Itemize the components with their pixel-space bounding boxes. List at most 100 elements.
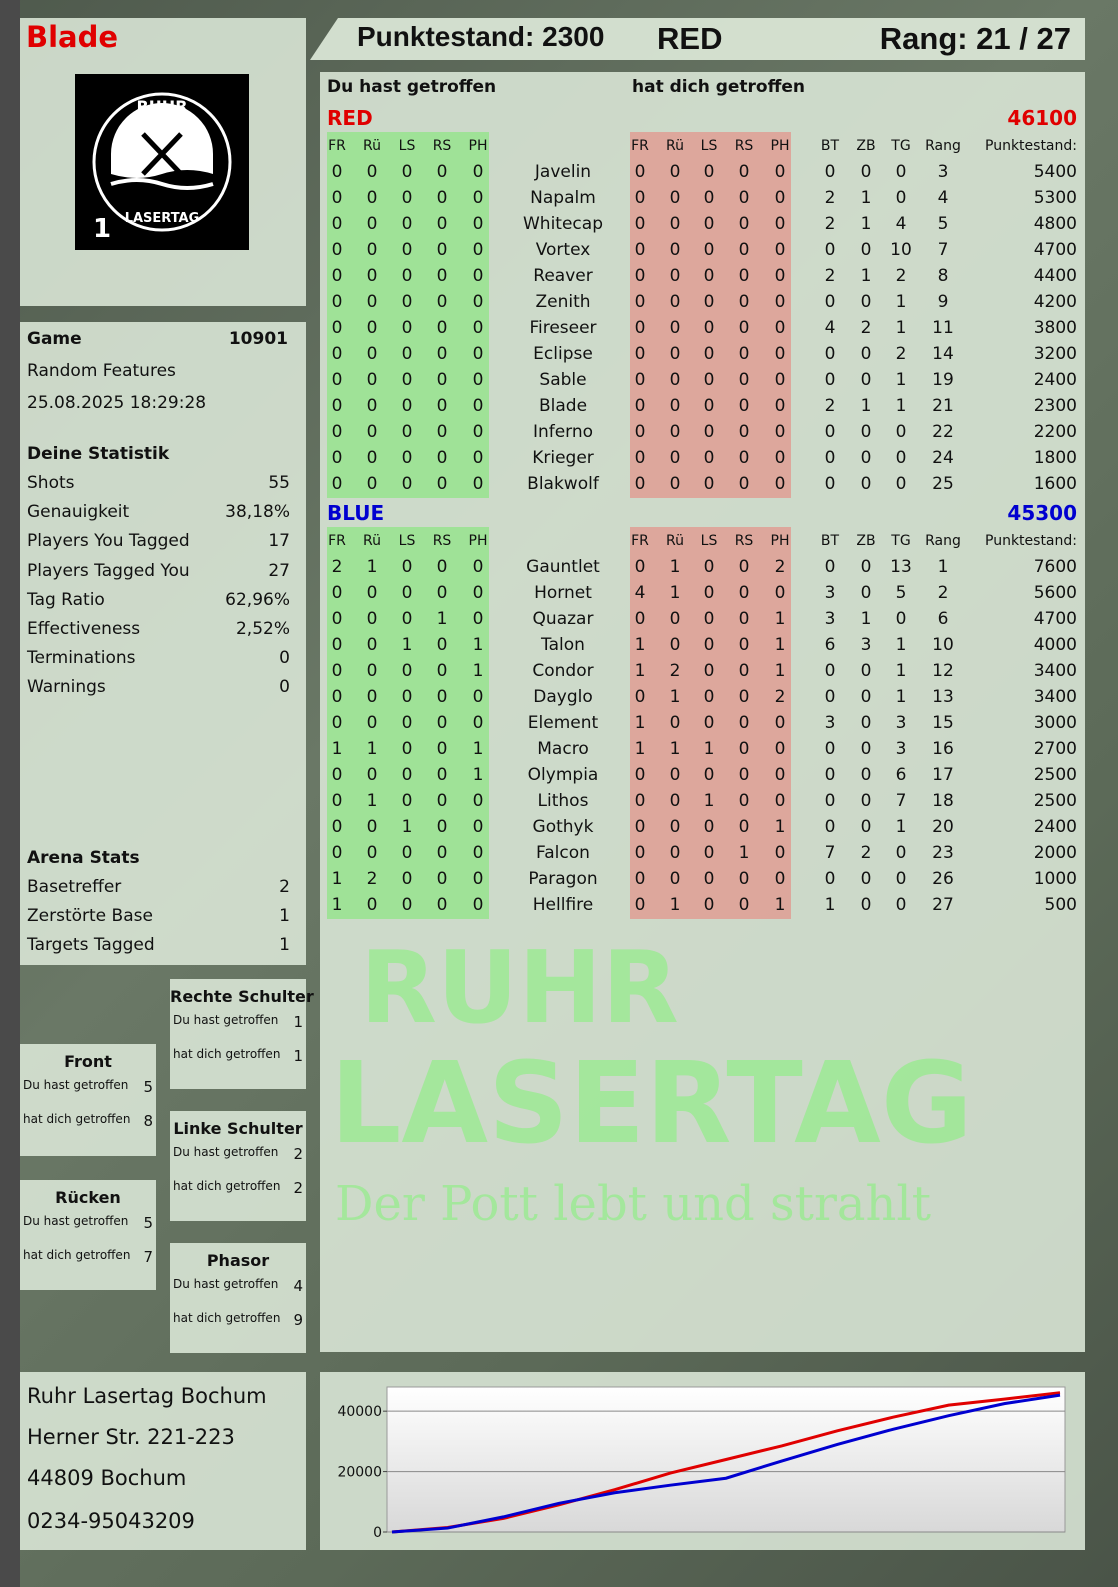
hit-you-cell: 0 xyxy=(669,162,681,182)
hit-you-cell: 0 xyxy=(774,583,786,603)
player-name: Javelin xyxy=(534,162,592,182)
stat-label: Warnings xyxy=(27,677,106,698)
you-hit-cell: 0 xyxy=(436,292,448,312)
you-hit-cell: 0 xyxy=(331,765,343,785)
you-hit-cell: 0 xyxy=(401,318,413,338)
player-score: 1000 xyxy=(1033,869,1077,889)
stat-cell: 24 xyxy=(932,448,954,468)
hit-you-value: 9 xyxy=(293,1311,303,1329)
hit-you-cell: 0 xyxy=(774,292,786,312)
stat-cell: 4 xyxy=(824,318,836,338)
you-hit-value: 5 xyxy=(143,1214,153,1232)
column-header-score: Punktestand: xyxy=(985,533,1077,549)
hit-you-cell: 2 xyxy=(774,687,786,707)
you-hit-cell: 0 xyxy=(472,214,484,234)
hit-you-cell: 0 xyxy=(634,557,646,577)
hit-you-cell: 1 xyxy=(634,661,646,681)
stat-label: Players Tagged You xyxy=(27,560,190,581)
player-score: 2300 xyxy=(1033,396,1077,416)
hit-you-cell: 0 xyxy=(634,765,646,785)
player-team: RED xyxy=(657,21,723,56)
stat-cell: 0 xyxy=(860,370,872,390)
you-hit-cell: 0 xyxy=(366,817,378,837)
player-score: 1800 xyxy=(1033,448,1077,468)
table-row: 0 0 0 0 0 Napalm 0 0 0 0 0 2 1 0 4 5300 xyxy=(320,188,1085,214)
hit-you-cell: 4 xyxy=(634,583,646,603)
table-row: 0 0 0 0 0 Element 1 0 0 0 0 3 0 3 15 3000 xyxy=(320,713,1085,739)
hit-you-cell: 1 xyxy=(774,635,786,655)
hit-you-cell: 0 xyxy=(703,188,715,208)
stat-value: 2,52% xyxy=(235,619,290,639)
player-score: 4400 xyxy=(1033,266,1077,286)
hit-you-cell: 0 xyxy=(738,370,750,390)
you-hit-cell: 1 xyxy=(472,739,484,759)
table-row: 0 0 0 0 0 Krieger 0 0 0 0 0 0 0 0 24 1800 xyxy=(320,448,1085,474)
you-hit-cell: 1 xyxy=(366,557,378,577)
hit-you-cell: 1 xyxy=(669,583,681,603)
player-name: Quazar xyxy=(532,609,594,629)
stat-cell: 2 xyxy=(824,396,836,416)
you-hit-cell: 0 xyxy=(401,765,413,785)
stat-cell: 1 xyxy=(895,635,907,655)
stat-cell: 0 xyxy=(860,448,872,468)
you-hit-value: 1 xyxy=(293,1013,303,1031)
player-name: Zenith xyxy=(535,292,591,312)
stat-cell: 22 xyxy=(932,422,954,442)
you-hit-cell: 0 xyxy=(472,791,484,811)
player-name: Macro xyxy=(537,739,589,759)
stat-cell: 4 xyxy=(937,188,949,208)
you-hit-cell: 0 xyxy=(366,609,378,629)
player-name: Fireseer xyxy=(529,318,597,338)
player-name: Dayglo xyxy=(533,687,593,707)
player-score: 3000 xyxy=(1033,713,1077,733)
you-hit-cell: 0 xyxy=(436,266,448,286)
stat-cell: 0 xyxy=(824,765,836,785)
score-chart-panel: 0 20000 40000 xyxy=(320,1372,1085,1550)
hit-you-cell: 0 xyxy=(774,344,786,364)
you-hit-cell: 0 xyxy=(401,895,413,915)
you-hit-cell: 0 xyxy=(401,266,413,286)
team-total: 45300 xyxy=(1007,501,1077,525)
stat-cell: 3 xyxy=(937,162,949,182)
table-row: 0 1 0 0 0 Lithos 0 0 1 0 0 0 0 7 18 2500 xyxy=(320,791,1085,817)
arena-stat-label: Basetreffer xyxy=(27,877,122,897)
address-street: Herner Str. 221-223 xyxy=(27,1425,235,1449)
hit-you-cell: 0 xyxy=(634,266,646,286)
body-part-title: Front xyxy=(64,1052,112,1071)
stat-cell: 0 xyxy=(860,344,872,364)
stat-cell: 18 xyxy=(932,791,954,811)
you-hit-cell: 1 xyxy=(472,661,484,681)
hit-you-cell: 0 xyxy=(634,214,646,234)
column-header-score: Punktestand: xyxy=(985,138,1077,154)
stat-cell: 0 xyxy=(824,661,836,681)
logo-icon: RUHR LASERTAG 1 xyxy=(92,92,232,244)
body-part-title: Linke Schulter xyxy=(173,1119,303,1138)
stat-cell: 0 xyxy=(824,791,836,811)
table-row: 0 0 0 0 0 Blade 0 0 0 0 0 2 1 1 21 2300 xyxy=(320,396,1085,422)
hit-you-cell: 1 xyxy=(669,895,681,915)
hit-you-cell: 0 xyxy=(669,448,681,468)
hit-you-value: 8 xyxy=(143,1112,153,1130)
you-hit-cell: 0 xyxy=(436,739,448,759)
table-row: 0 0 0 1 0 Quazar 0 0 0 0 1 3 1 0 6 4700 xyxy=(320,609,1085,635)
hit-you-value: 7 xyxy=(143,1248,153,1266)
stat-label: Tag Ratio xyxy=(27,589,105,610)
player-name: Vortex xyxy=(535,240,591,260)
stat-cell: 10 xyxy=(932,635,954,655)
hit-you-cell: 0 xyxy=(703,266,715,286)
game-id: 10901 xyxy=(228,329,288,349)
column-header: Rü xyxy=(363,138,381,154)
table-row: 0 0 0 0 1 Condor 1 2 0 0 1 0 0 1 12 3400 xyxy=(320,661,1085,687)
stat-label: Terminations xyxy=(27,648,136,669)
hit-you-cell: 1 xyxy=(738,843,750,863)
game-label: Game xyxy=(27,329,82,349)
hit-you-cell: 0 xyxy=(669,609,681,629)
stat-cell: 1 xyxy=(860,266,872,286)
you-hit-cell: 0 xyxy=(436,318,448,338)
you-hit-cell: 0 xyxy=(472,713,484,733)
stat-cell: 20 xyxy=(932,817,954,837)
hit-you-cell: 0 xyxy=(703,422,715,442)
hit-you-cell: 0 xyxy=(738,162,750,182)
hit-you-cell: 0 xyxy=(738,214,750,234)
you-hit-cell: 0 xyxy=(331,609,343,629)
